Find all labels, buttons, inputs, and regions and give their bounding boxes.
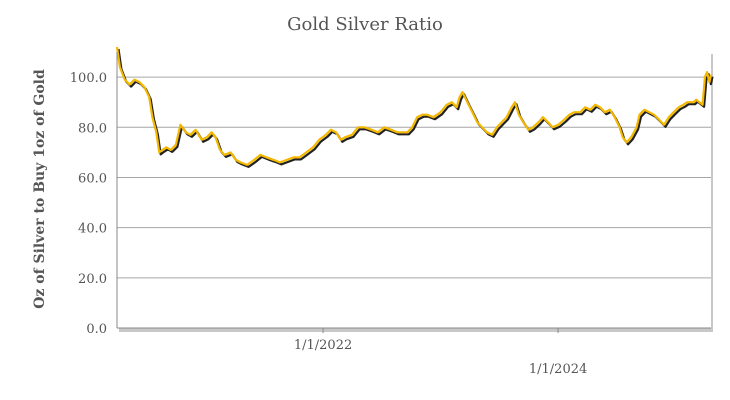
gold-silver-ratio-line bbox=[115, 46, 713, 166]
x-tick-label: 1/1/2024 bbox=[529, 362, 587, 377]
chart-title: Gold Silver Ratio bbox=[287, 14, 443, 35]
y-axis-label: Oz of Silver to Buy 1oz of Gold bbox=[32, 69, 48, 309]
series-shadow-line bbox=[117, 48, 714, 168]
y-tick-label: 60.0 bbox=[78, 171, 107, 186]
y-tick-label: 20.0 bbox=[78, 272, 107, 287]
y-tick-label: 0.0 bbox=[86, 322, 107, 337]
x-tick-label: 1/1/2022 bbox=[294, 338, 352, 353]
y-tick-label: 40.0 bbox=[78, 222, 107, 237]
axes: 0.0 20.0 40.0 60.0 80.0 100.0 1/1/2022 1/1/2024 bbox=[70, 52, 711, 377]
y-tick-label: 100.0 bbox=[70, 71, 107, 86]
series-layer bbox=[115, 46, 714, 168]
y-tick-label: 80.0 bbox=[78, 121, 107, 136]
plot-panel bbox=[117, 52, 711, 328]
